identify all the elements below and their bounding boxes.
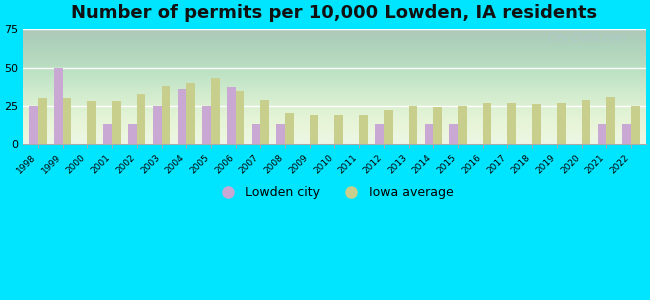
Bar: [162, 86, 170, 144]
Bar: [622, 124, 631, 144]
Bar: [434, 107, 442, 144]
Bar: [236, 91, 244, 144]
Bar: [597, 124, 606, 144]
Bar: [449, 124, 458, 144]
Bar: [112, 101, 121, 144]
Legend: Lowden city, Iowa average: Lowden city, Iowa average: [210, 182, 459, 205]
Bar: [557, 103, 566, 144]
Bar: [582, 100, 590, 144]
Bar: [153, 106, 162, 144]
Bar: [335, 115, 343, 144]
Title: Number of permits per 10,000 Lowden, IA residents: Number of permits per 10,000 Lowden, IA …: [72, 4, 597, 22]
Text: City-Data.com: City-Data.com: [548, 33, 627, 43]
Bar: [424, 124, 434, 144]
Bar: [276, 124, 285, 144]
Bar: [128, 124, 136, 144]
Bar: [261, 100, 269, 144]
Bar: [252, 124, 261, 144]
Bar: [375, 124, 384, 144]
Bar: [483, 103, 491, 144]
Bar: [359, 115, 368, 144]
Bar: [227, 88, 236, 144]
Bar: [211, 78, 220, 144]
Bar: [38, 98, 47, 144]
Bar: [606, 97, 615, 144]
Bar: [532, 104, 541, 144]
Bar: [384, 110, 393, 144]
Bar: [54, 68, 62, 144]
Bar: [29, 106, 38, 144]
Bar: [409, 106, 417, 144]
Bar: [136, 94, 146, 144]
Bar: [103, 124, 112, 144]
Bar: [458, 106, 467, 144]
Bar: [285, 113, 294, 144]
Bar: [87, 101, 96, 144]
Bar: [508, 103, 516, 144]
Bar: [202, 106, 211, 144]
Bar: [187, 83, 195, 144]
Bar: [631, 106, 640, 144]
Bar: [310, 115, 318, 144]
Bar: [62, 98, 72, 144]
Bar: [177, 89, 187, 144]
